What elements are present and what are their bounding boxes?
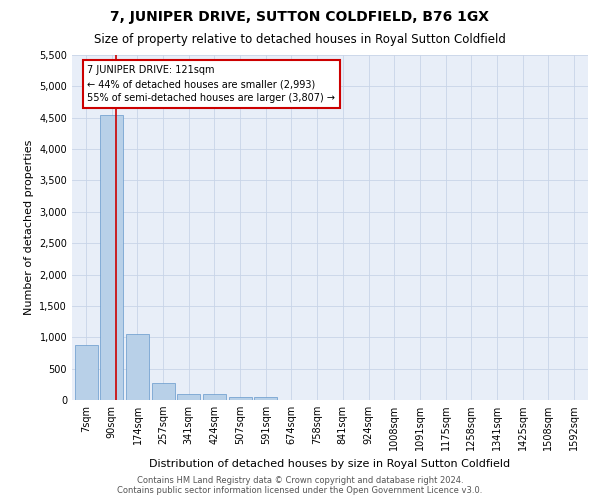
Bar	[177, 394, 200, 400]
Text: 7 JUNIPER DRIVE: 121sqm
← 44% of detached houses are smaller (2,993)
55% of semi: 7 JUNIPER DRIVE: 121sqm ← 44% of detache…	[88, 66, 335, 104]
Bar	[254, 397, 277, 400]
Text: Contains HM Land Registry data © Crown copyright and database right 2024.
Contai: Contains HM Land Registry data © Crown c…	[118, 476, 482, 495]
Text: Size of property relative to detached houses in Royal Sutton Coldfield: Size of property relative to detached ho…	[94, 32, 506, 46]
Bar	[152, 383, 175, 400]
Bar	[126, 334, 149, 400]
Bar	[74, 345, 98, 400]
Bar	[203, 394, 226, 400]
Bar	[100, 114, 124, 400]
Y-axis label: Number of detached properties: Number of detached properties	[24, 140, 34, 315]
Text: 7, JUNIPER DRIVE, SUTTON COLDFIELD, B76 1GX: 7, JUNIPER DRIVE, SUTTON COLDFIELD, B76 …	[110, 10, 490, 24]
Bar	[229, 396, 252, 400]
X-axis label: Distribution of detached houses by size in Royal Sutton Coldfield: Distribution of detached houses by size …	[149, 458, 511, 468]
